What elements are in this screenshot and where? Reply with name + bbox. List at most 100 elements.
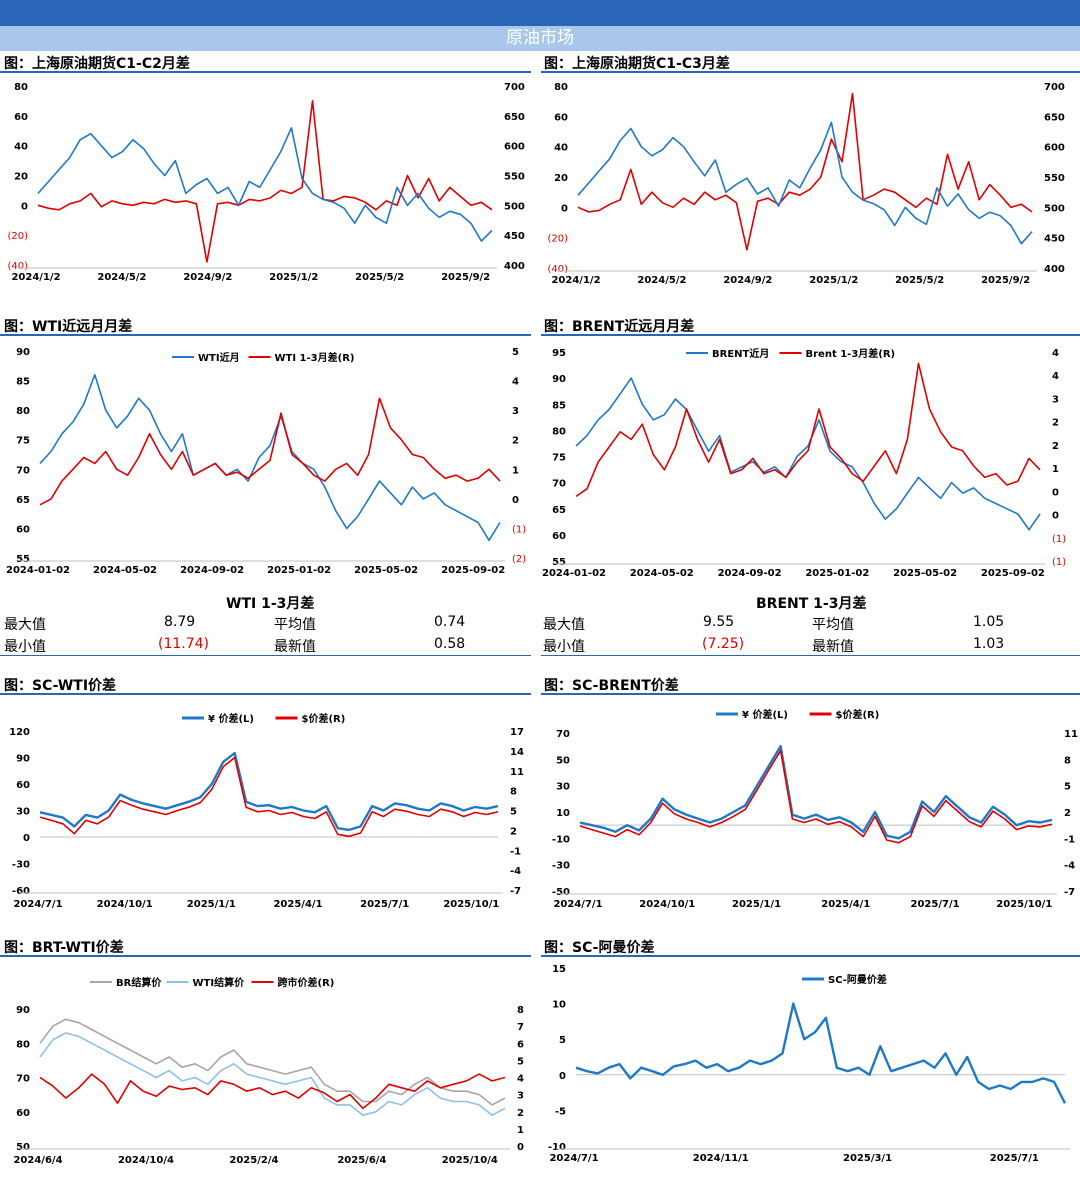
y-tick-label: 70 [556, 729, 570, 740]
x-tick-label: 2025-05-02 [893, 568, 957, 579]
x-tick-label: 2024-09-02 [180, 565, 244, 576]
y2-tick-label: 650 [1044, 112, 1065, 123]
x-tick-label: 2024/1/2 [11, 272, 60, 283]
section-title-sc-c1c2: 图：上海原油期货C1-C2月差 [4, 56, 190, 72]
y2-tick-label: 1 [1052, 464, 1059, 475]
legend-label: $价差(R) [836, 708, 880, 721]
x-tick-label: 2024/5/2 [637, 275, 686, 286]
series-line [575, 377, 1041, 531]
y2-tick-label: (1) [1052, 534, 1066, 545]
y2-tick-label: 5 [512, 347, 519, 358]
x-tick-label: 2024-05-02 [630, 568, 694, 579]
y2-tick-label: 700 [504, 82, 525, 93]
stats-divider [541, 655, 1080, 656]
legend-label: WTI近月 [198, 351, 240, 364]
y-tick-label: 90 [552, 374, 566, 385]
stat-label-min: 最小值 [4, 639, 46, 655]
y-tick-label: -10 [548, 1142, 566, 1153]
y2-tick-label: 8 [517, 1005, 524, 1016]
section-divider [541, 71, 1080, 73]
y-tick-label: -30 [552, 861, 570, 872]
y-tick-label: (20) [7, 231, 28, 242]
y-tick-label: 90 [16, 754, 30, 765]
section-title-sc-wti: 图：SC-WTI价差 [4, 678, 117, 694]
y-tick-label: 0 [561, 203, 568, 214]
chart-sc-wti: 120 90 60 30 0 -30 -60 17 14 11 8 5 2 -1 -4 -7 2024/7/1 2… [9, 712, 524, 910]
series-line [39, 1018, 506, 1106]
y-tick-label: 60 [14, 112, 28, 123]
stat-label-avg: 平均值 [812, 617, 854, 633]
y-tick-label: 10 [552, 1000, 566, 1011]
y-tick-label: 5 [559, 1035, 566, 1046]
y-tick-label: -50 [552, 887, 570, 898]
x-tick-label: 2025-09-02 [441, 565, 505, 576]
x-tick-label: 2024/11/1 [693, 1153, 749, 1164]
x-tick-label: 2025/1/2 [809, 275, 858, 286]
y2-tick-label: (2) [512, 554, 526, 565]
y-tick-label: 80 [16, 406, 30, 417]
y-tick-label: 95 [552, 348, 566, 359]
y2-tick-label: 0 [1052, 487, 1059, 498]
y-tick-label: 60 [16, 1108, 30, 1119]
y-tick-label: 90 [16, 1005, 30, 1016]
y-tick-label: (40) [7, 261, 28, 272]
x-tick-label: 2025/4/1 [273, 899, 322, 910]
y2-tick-label: 0 [512, 495, 519, 506]
y-tick-label: 60 [554, 112, 568, 123]
y-tick-label: -60 [12, 886, 30, 897]
stat-value-min: (7.25) [702, 636, 745, 652]
y-tick-label: 15 [552, 964, 566, 975]
section-title-brt-wti: 图：BRT-WTI价差 [4, 940, 124, 956]
x-tick-label: 2024-05-02 [93, 565, 157, 576]
top-band [0, 0, 1080, 26]
y2-tick-label: 550 [504, 172, 525, 183]
y-tick-label: 55 [552, 557, 566, 568]
y-tick-label: 120 [9, 727, 30, 738]
x-tick-label: 2025/7/1 [911, 899, 960, 910]
y-tick-label: 70 [552, 479, 566, 490]
stat-label-min: 最小值 [543, 639, 585, 655]
y-tick-label: (40) [547, 264, 568, 275]
y2-tick-label: 17 [510, 727, 524, 738]
stats-title-brent: BRENT 1-3月差 [756, 596, 867, 612]
y-tick-label: 50 [16, 1142, 30, 1153]
y2-tick-label: 2 [517, 1108, 524, 1119]
y-tick-label: 40 [14, 142, 28, 153]
stats-divider [0, 655, 531, 656]
chart-sc-brent: 70 50 30 10 -10 -30 -50 11 8 5 2 -1 -4 -7 2024/7/1 2024… [552, 708, 1078, 910]
y-tick-label: 85 [16, 377, 30, 388]
y2-tick-label: 2 [512, 436, 519, 447]
series-line [577, 121, 1033, 245]
x-tick-label: 2025/10/1 [996, 899, 1052, 910]
stat-label-latest: 最新值 [812, 639, 854, 655]
y2-tick-label: 400 [1044, 264, 1065, 275]
x-tick-label: 2025/2/4 [229, 1155, 278, 1166]
y-tick-label: 60 [552, 531, 566, 542]
y2-tick-label: 1 [512, 465, 519, 476]
x-tick-label: 2024/5/2 [97, 272, 146, 283]
y2-tick-label: -7 [510, 886, 521, 897]
series-line [37, 100, 493, 263]
section-divider [0, 334, 531, 336]
stat-label-max: 最大值 [543, 617, 585, 633]
y2-tick-label: 3 [512, 406, 519, 417]
legend-label: 跨市价差(R) [278, 976, 335, 989]
series-line [579, 745, 1053, 840]
y2-tick-label: 8 [510, 787, 517, 798]
series-line [37, 126, 493, 242]
x-tick-label: 2024/6/4 [13, 1155, 62, 1166]
y2-tick-label: 4 [1052, 371, 1059, 382]
x-tick-label: 2024-01-02 [542, 568, 606, 579]
series-line [575, 1002, 1067, 1104]
y2-tick-label: (1) [1052, 557, 1066, 568]
y2-tick-label: -4 [510, 866, 521, 877]
y-tick-label: 30 [16, 807, 30, 818]
y2-tick-label: -7 [1064, 887, 1075, 898]
y2-tick-label: 5 [517, 1056, 524, 1067]
y-tick-label: 85 [552, 400, 566, 411]
stat-value-avg: 0.74 [434, 614, 466, 630]
stat-value-latest: 1.03 [973, 636, 1005, 652]
y-tick-label: 10 [556, 808, 570, 819]
stat-value-max: 8.79 [164, 614, 196, 630]
stat-value-latest: 0.58 [434, 636, 466, 652]
